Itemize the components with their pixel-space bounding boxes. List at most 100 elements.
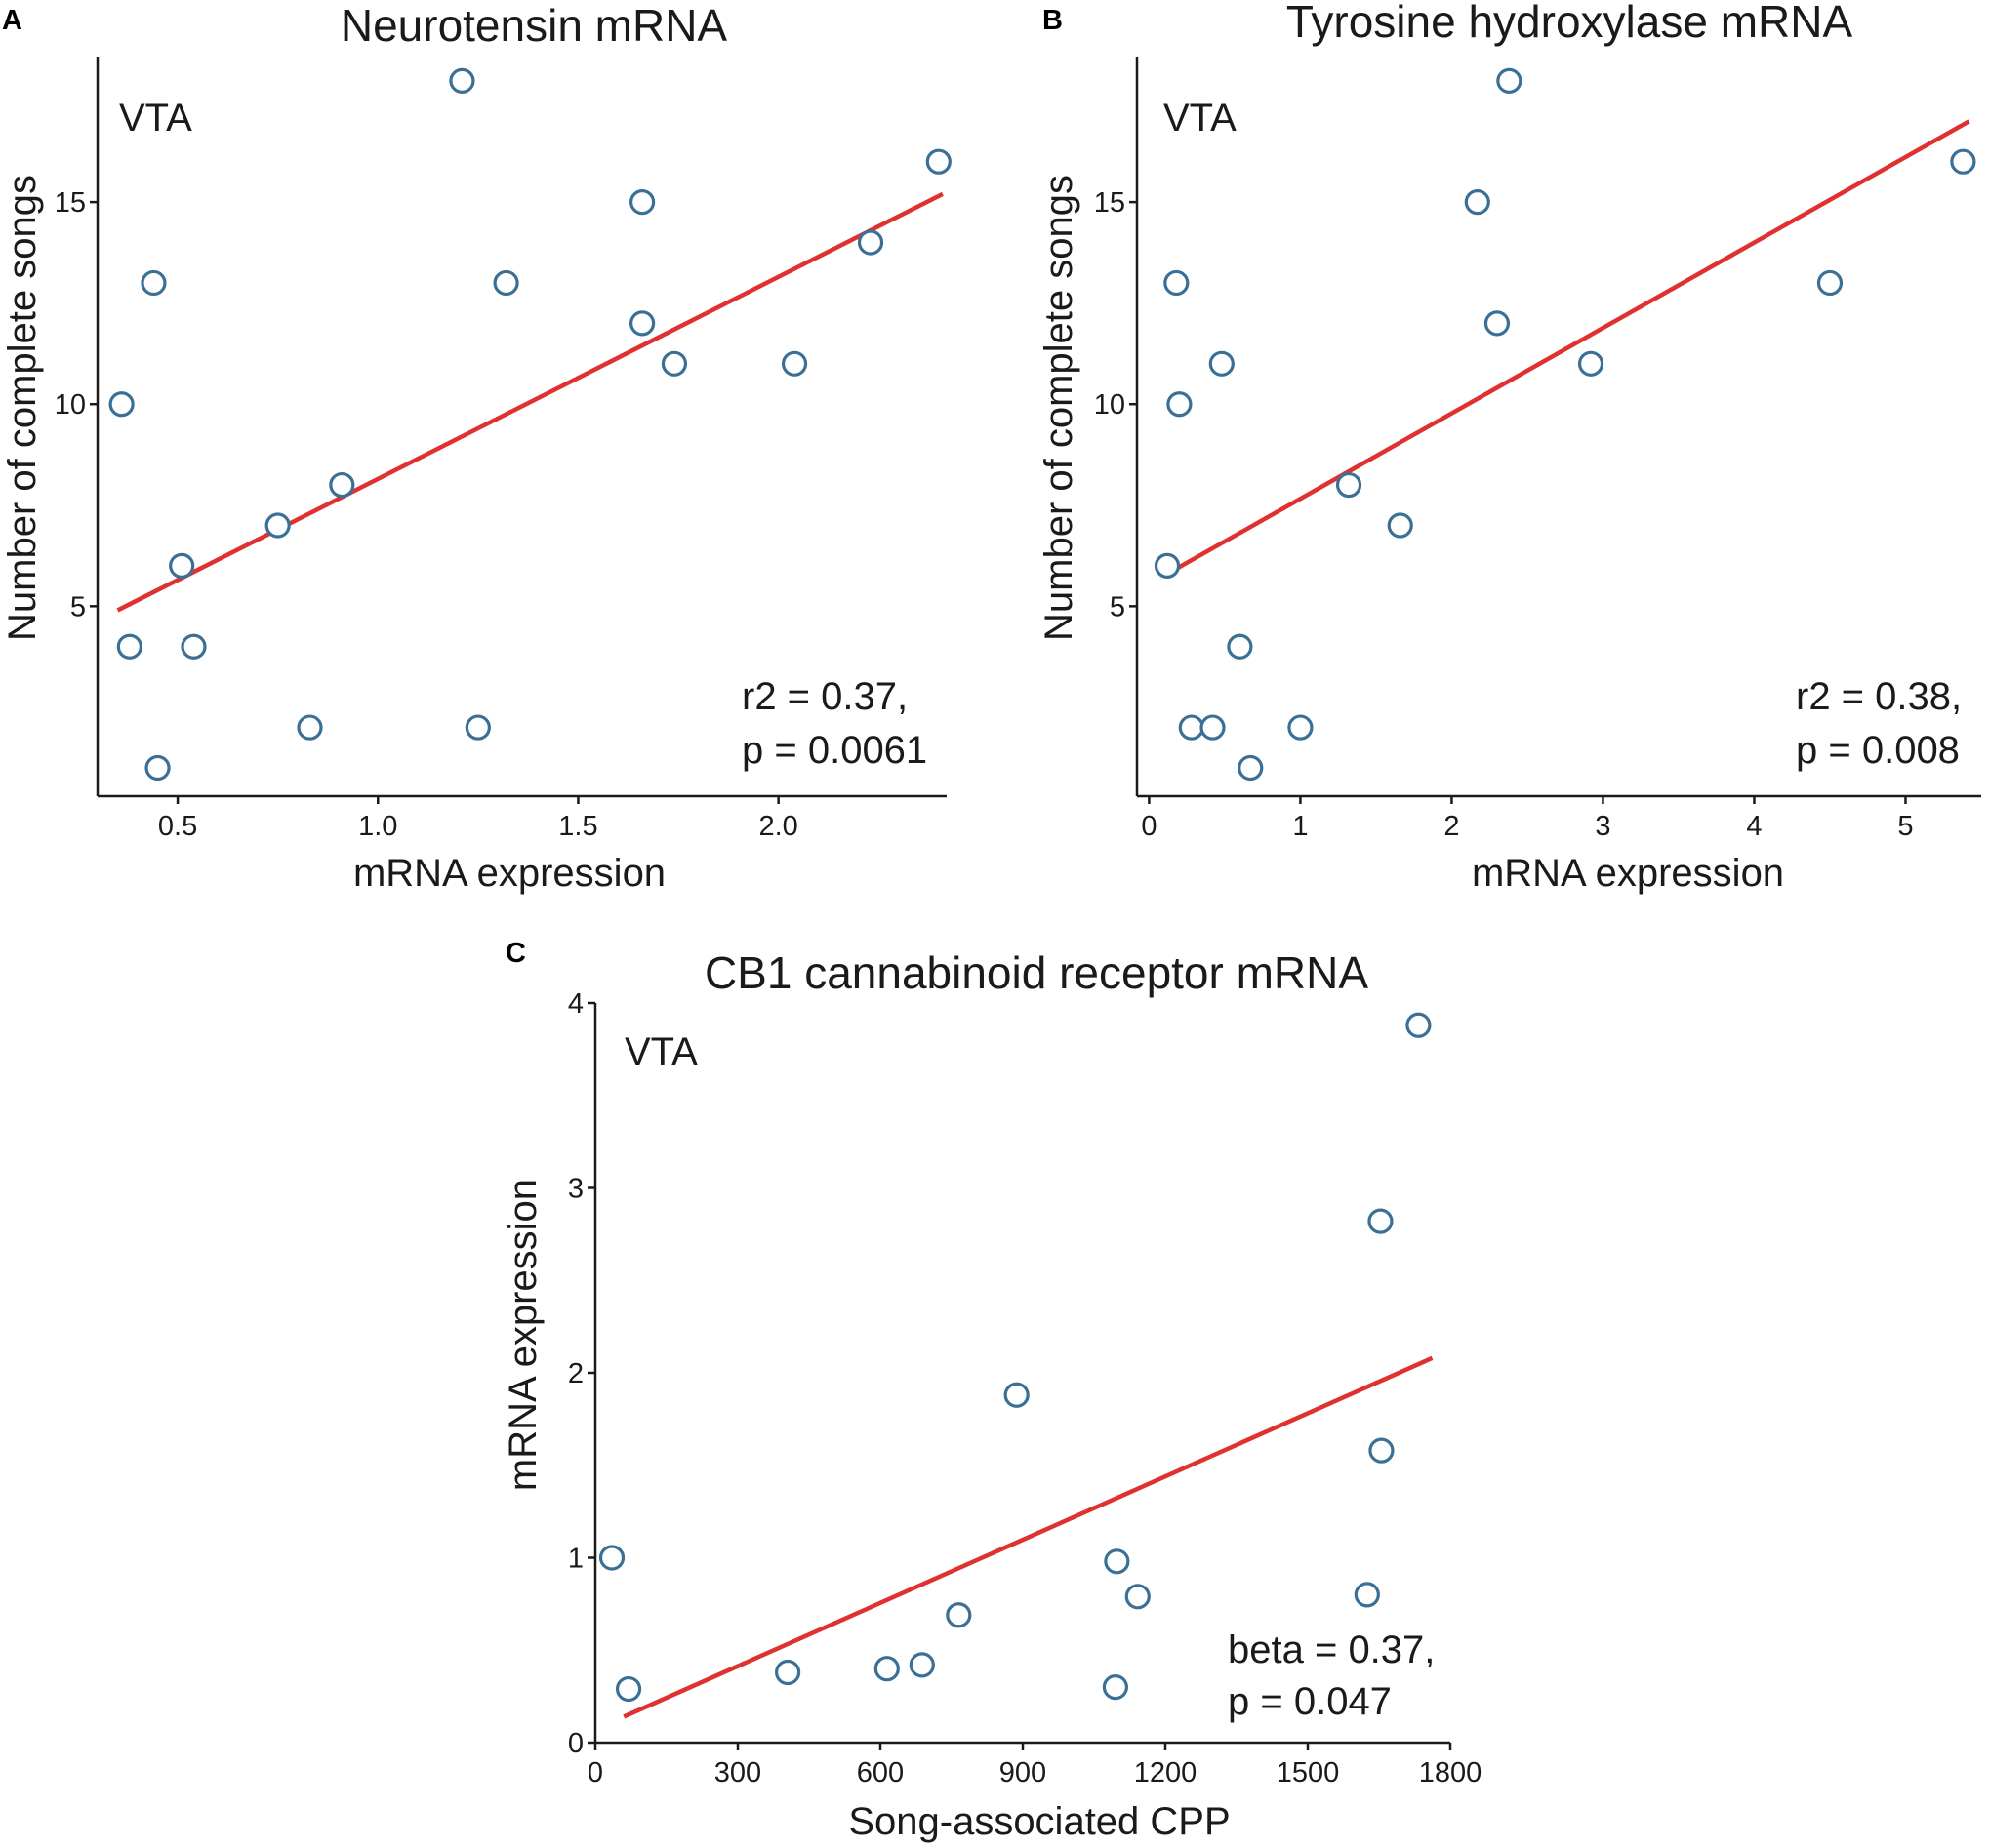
data-point xyxy=(1816,269,1844,297)
y-tick-label: 0 xyxy=(568,1728,584,1759)
y-axis-label: Number of complete songs xyxy=(1,175,44,641)
stats-line-1: r2 = 0.38, xyxy=(1796,675,1962,718)
stats-line-2: p = 0.008 xyxy=(1796,729,1960,772)
regression-line xyxy=(623,1355,1434,1719)
data-point xyxy=(449,67,475,94)
panel-letter: A xyxy=(2,5,22,36)
x-tick-label: 3 xyxy=(1595,811,1610,842)
data-point xyxy=(264,512,291,539)
data-point xyxy=(1154,552,1181,580)
data-point xyxy=(297,714,323,741)
y-tick-label: 5 xyxy=(1110,591,1125,623)
x-axis-label: Song-associated CPP xyxy=(848,1800,1230,1843)
chart-title: Neurotensin mRNA xyxy=(341,0,728,51)
y-tick-label: 10 xyxy=(1094,389,1125,421)
x-tick-label: 4 xyxy=(1746,811,1762,842)
data-point xyxy=(1124,1584,1151,1610)
y-axis-label: mRNA expression xyxy=(502,1179,545,1491)
x-tick-label: 1200 xyxy=(1134,1757,1197,1788)
data-point xyxy=(925,148,952,175)
x-tick-label: 300 xyxy=(714,1757,761,1788)
stats-line-2: p = 0.0061 xyxy=(742,729,927,772)
data-point xyxy=(1387,512,1413,539)
data-point xyxy=(1368,1437,1395,1464)
data-point xyxy=(909,1652,935,1678)
data-point xyxy=(629,310,656,337)
data-point xyxy=(598,1545,626,1571)
x-tick-label: 1.0 xyxy=(358,811,397,842)
x-tick-label: 900 xyxy=(999,1757,1046,1788)
data-point xyxy=(493,269,519,297)
y-tick-label: 3 xyxy=(568,1174,584,1205)
data-point xyxy=(108,391,135,418)
chart-title: CB1 cannabinoid receptor mRNA xyxy=(705,947,1368,998)
panel-letter: C xyxy=(506,938,526,969)
data-point xyxy=(1102,1674,1129,1701)
y-tick-label: 15 xyxy=(1094,187,1125,219)
data-point xyxy=(857,229,884,256)
x-tick-label: 0 xyxy=(588,1757,603,1788)
panel-letter: B xyxy=(1042,5,1063,36)
stats-line-2: p = 0.047 xyxy=(1228,1680,1392,1723)
y-tick-label: 1 xyxy=(568,1544,584,1575)
data-point xyxy=(946,1602,972,1628)
regression-line xyxy=(1165,119,1970,577)
data-point xyxy=(1464,189,1490,216)
data-point xyxy=(1163,269,1190,297)
data-point xyxy=(661,350,688,377)
data-point xyxy=(181,633,207,660)
stats-line-1: beta = 0.37, xyxy=(1228,1628,1435,1671)
data-point xyxy=(1577,350,1604,377)
data-point xyxy=(465,714,491,741)
data-point xyxy=(1287,714,1314,741)
data-point xyxy=(1003,1382,1030,1408)
region-label: VTA xyxy=(1163,97,1237,140)
region-label: VTA xyxy=(119,97,192,140)
y-axis-label: Number of complete songs xyxy=(1037,175,1080,641)
x-tick-label: 1 xyxy=(1292,811,1308,842)
plot-area: 0 1 2 3 4 5 5 10 15 xyxy=(1094,57,1981,842)
data-point xyxy=(1367,1208,1394,1234)
data-point xyxy=(329,471,355,499)
x-tick-label: 0.5 xyxy=(158,811,197,842)
data-point xyxy=(144,754,171,782)
data-point xyxy=(1238,754,1264,782)
x-tick-label: 1500 xyxy=(1277,1757,1340,1788)
y-tick-label: 10 xyxy=(55,389,86,421)
data-point xyxy=(781,350,808,377)
data-point xyxy=(1227,633,1253,660)
x-tick-label: 5 xyxy=(1897,811,1913,842)
data-point xyxy=(1166,391,1193,418)
panel-b: B Tyrosine hydroxylase mRNA VTA mRNA exp… xyxy=(1037,0,1981,895)
data-point xyxy=(1335,471,1362,499)
x-tick-label: 600 xyxy=(857,1757,904,1788)
data-point xyxy=(116,633,142,660)
x-tick-label: 2 xyxy=(1443,811,1459,842)
data-point xyxy=(1104,1548,1130,1575)
y-tick-label: 4 xyxy=(568,988,584,1020)
region-label: VTA xyxy=(625,1030,698,1073)
data-point xyxy=(615,1675,642,1703)
x-tick-label: 1.5 xyxy=(558,811,597,842)
x-axis-label: mRNA expression xyxy=(1472,852,1784,895)
data-point xyxy=(1950,148,1976,175)
plot-area: 0 300 600 900 1200 1500 1800 0 1 2 3 4 xyxy=(568,988,1482,1788)
regression-line xyxy=(116,191,944,613)
data-point xyxy=(169,552,195,580)
data-point xyxy=(1208,350,1235,377)
data-point xyxy=(774,1659,801,1686)
data-point xyxy=(1405,1012,1432,1038)
x-tick-label: 2.0 xyxy=(758,811,797,842)
y-tick-label: 15 xyxy=(55,187,86,219)
data-point xyxy=(141,269,167,297)
data-point xyxy=(1496,67,1522,94)
y-tick-label: 2 xyxy=(568,1358,584,1389)
data-point xyxy=(873,1656,900,1682)
x-axis-label: mRNA expression xyxy=(353,852,666,895)
chart-title: Tyrosine hydroxylase mRNA xyxy=(1286,0,1853,47)
plot-area: 0.5 1.0 1.5 2.0 5 10 15 xyxy=(55,57,952,842)
x-tick-label: 1800 xyxy=(1419,1757,1482,1788)
x-tick-label: 0 xyxy=(1141,811,1157,842)
data-point xyxy=(1178,714,1204,741)
panel-a: A Neurotensin mRNA VTA mRNA expression N… xyxy=(1,0,952,895)
